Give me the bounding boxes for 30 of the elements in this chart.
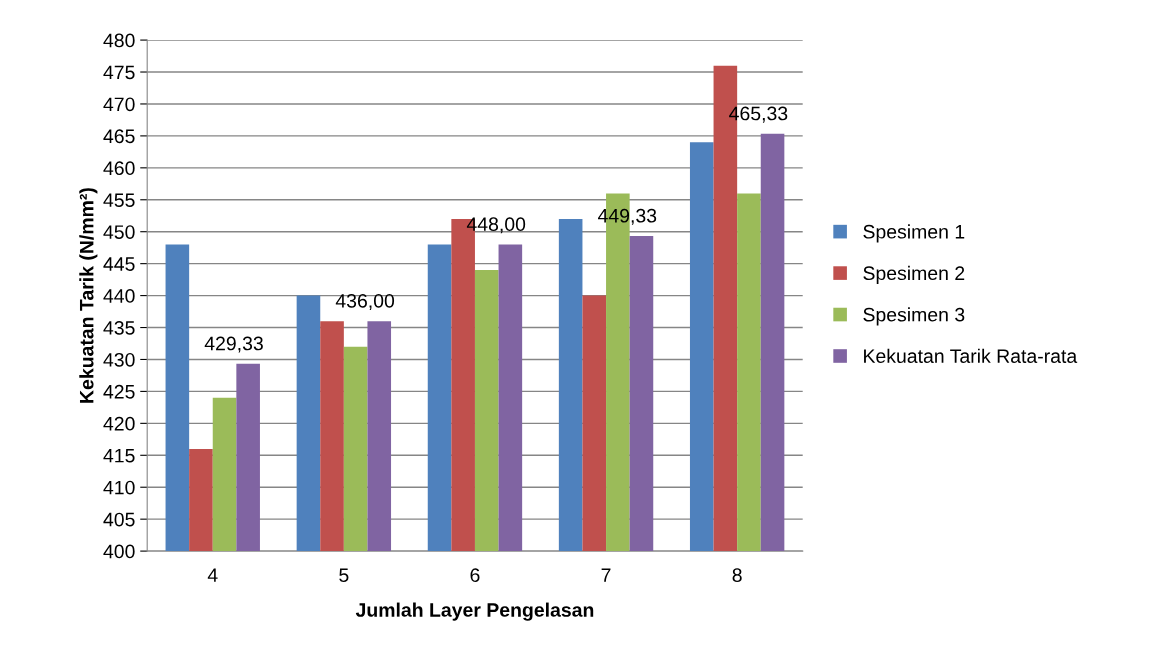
- x-tick-label: 7: [601, 568, 611, 582]
- y-axis-title: Kekuatan Tarik (N/mm²): [79, 188, 98, 403]
- y-tick-label: 460: [103, 161, 135, 176]
- legend-label: Spesimen 3: [863, 307, 965, 326]
- y-tick-label: 465: [103, 129, 135, 144]
- y-tick-label: 480: [103, 33, 135, 48]
- y-tick-label: 415: [103, 448, 135, 463]
- y-tick-label: 470: [103, 97, 135, 112]
- data-label: 429,33: [204, 336, 263, 353]
- y-tick-label: 445: [103, 257, 135, 271]
- y-tick-label: 475: [103, 65, 135, 80]
- y-tick-label: 405: [103, 512, 135, 527]
- legend-label: Spesimen 2: [863, 265, 965, 284]
- x-tick-label: 4: [207, 568, 218, 582]
- legend-label: Spesimen 1: [863, 224, 965, 243]
- x-tick-label: 6: [470, 568, 480, 583]
- y-tick-label: 435: [103, 321, 135, 335]
- y-tick-label: 410: [103, 480, 135, 495]
- legend-label: Kekuatan Tarik Rata-rata: [864, 348, 1078, 363]
- y-tick-label: 430: [103, 352, 135, 367]
- y-tick-label: 425: [103, 384, 135, 399]
- x-tick-label: 8: [732, 568, 742, 583]
- y-tick-label: 440: [103, 289, 135, 303]
- x-axis-title: Jumlah Layer Pengelasan: [355, 602, 594, 621]
- x-tick-label: 5: [339, 568, 349, 583]
- y-tick-label: 420: [103, 416, 135, 431]
- y-tick-label: 400: [103, 544, 135, 559]
- data-label: 436,00: [335, 293, 395, 311]
- y-tick-label: 455: [103, 193, 135, 208]
- y-tick-label: 450: [103, 225, 135, 239]
